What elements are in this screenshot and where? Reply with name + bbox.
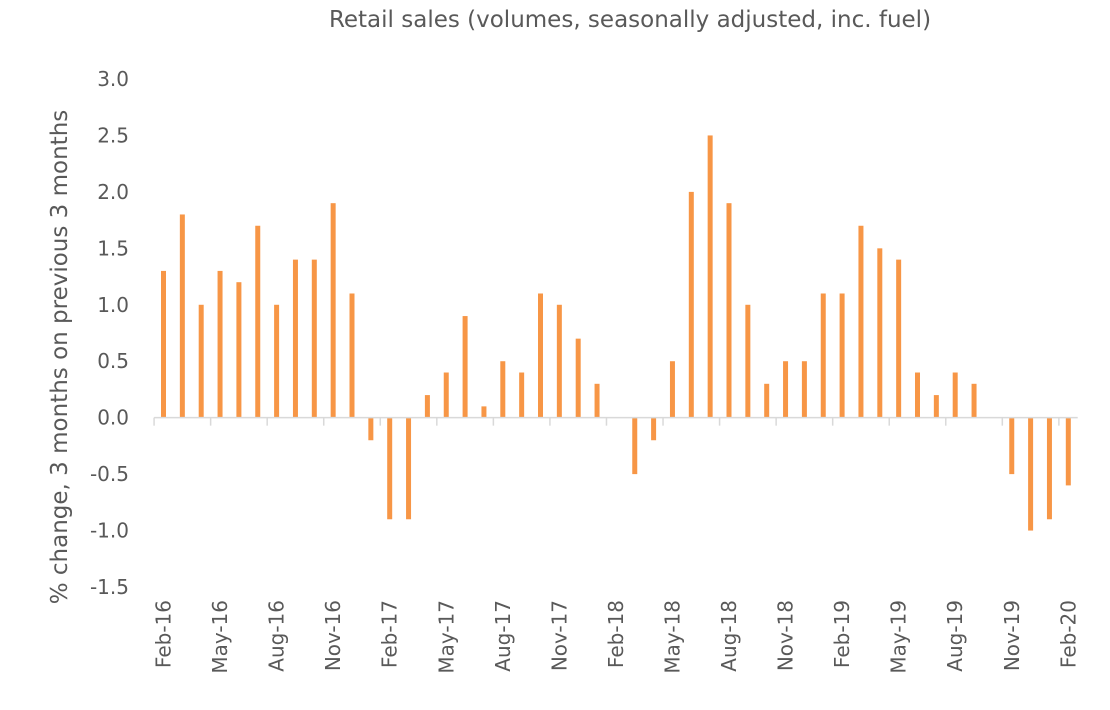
y-tick-label: -0.5 <box>90 462 129 486</box>
bar-jan-20 <box>1046 417 1052 520</box>
bar-dec-18 <box>801 361 807 418</box>
bar-apr-18 <box>651 417 657 441</box>
bar-nov-19 <box>1009 417 1015 475</box>
bar-feb-20 <box>1065 417 1071 486</box>
bar-jun-19 <box>915 372 920 418</box>
x-tick-label: May-16 <box>208 600 232 674</box>
bar-jun-16 <box>236 282 242 418</box>
bar-nov-16 <box>330 203 336 418</box>
bar-dec-17 <box>575 338 581 418</box>
bar-nov-17 <box>556 304 562 418</box>
y-tick-label: -1.0 <box>90 519 129 543</box>
bar-sep-16 <box>292 259 298 418</box>
bar-feb-17 <box>387 417 393 520</box>
x-tick-label: Nov-19 <box>1000 600 1024 671</box>
y-axis-ticks: 3.0 2.5 2.0 1.5 1.0 0.5 0.0 -0.5 -1.0 -1.5 <box>90 67 129 599</box>
bars <box>161 135 1071 531</box>
x-tick-label: Aug-17 <box>491 600 515 672</box>
bar-oct-18 <box>764 383 770 418</box>
bar-feb-16 <box>161 270 166 418</box>
y-tick-label: 1.0 <box>97 293 129 317</box>
chart-title: Retail sales (volumes, seasonally adjust… <box>329 7 931 33</box>
bar-apr-19 <box>877 248 883 418</box>
bar-jan-19 <box>820 293 826 418</box>
bar-dec-16 <box>349 293 355 418</box>
bar-mar-16 <box>179 214 185 418</box>
bar-may-17 <box>443 372 449 418</box>
y-tick-label: 2.0 <box>97 180 129 204</box>
bar-may-18 <box>669 361 675 418</box>
x-tick-label: Aug-18 <box>717 600 741 672</box>
bar-dec-19 <box>1028 417 1034 531</box>
bar-oct-16 <box>311 259 317 418</box>
bar-nov-18 <box>783 361 789 418</box>
x-tick-label: Nov-16 <box>321 600 345 671</box>
bar-feb-19 <box>839 293 845 418</box>
bar-apr-16 <box>198 304 204 418</box>
bar-mar-18 <box>632 417 638 475</box>
bar-sep-19 <box>971 383 977 418</box>
bar-jul-18 <box>707 135 713 418</box>
x-tick-label: Feb-19 <box>830 600 854 668</box>
x-tick-label: Feb-20 <box>1056 600 1080 668</box>
bar-sep-17 <box>519 372 525 418</box>
y-tick-label: 1.5 <box>97 236 129 260</box>
x-axis <box>153 416 1078 426</box>
x-tick-label: Feb-18 <box>604 600 628 668</box>
x-axis-ticks: Feb-16 May-16 Aug-16 Nov-16 Feb-17 May-17 Aug-… <box>152 600 1081 674</box>
bar-mar-19 <box>858 225 864 418</box>
x-tick-label: Aug-16 <box>265 600 289 672</box>
bar-aug-19 <box>952 372 958 418</box>
bar-aug-16 <box>274 304 280 418</box>
y-tick-label: 0.0 <box>97 406 129 430</box>
x-tick-label: Nov-17 <box>547 600 571 671</box>
y-axis-label: % change, 3 months on previous 3 months <box>47 110 73 605</box>
x-tick-label: Aug-19 <box>943 600 967 672</box>
bar-apr-17 <box>424 395 430 418</box>
bar-jun-17 <box>462 316 468 418</box>
bar-jan-18 <box>594 383 600 418</box>
bar-jul-16 <box>255 225 261 418</box>
x-tick-label: May-18 <box>660 600 684 674</box>
bar-jul-19 <box>933 395 939 418</box>
y-tick-label: 2.5 <box>97 123 129 147</box>
x-tick-label: May-19 <box>887 600 911 674</box>
bar-oct-17 <box>538 293 543 418</box>
bar-mar-17 <box>406 417 412 520</box>
bar-aug-18 <box>726 203 732 418</box>
bar-may-19 <box>896 259 902 418</box>
bar-jun-18 <box>688 191 694 418</box>
x-tick-label: Nov-18 <box>774 600 798 671</box>
bar-sep-18 <box>745 304 751 418</box>
bar-aug-17 <box>500 361 506 418</box>
y-tick-label: 0.5 <box>97 349 129 373</box>
bar-jan-17 <box>368 417 374 441</box>
x-tick-label: Feb-16 <box>152 600 176 668</box>
y-tick-label: 3.0 <box>97 67 129 91</box>
x-tick-label: May-17 <box>434 600 458 674</box>
bar-jul-17 <box>481 406 487 418</box>
bar-may-16 <box>217 270 223 418</box>
y-tick-label: -1.5 <box>90 575 129 599</box>
x-tick-label: Feb-17 <box>378 600 402 668</box>
